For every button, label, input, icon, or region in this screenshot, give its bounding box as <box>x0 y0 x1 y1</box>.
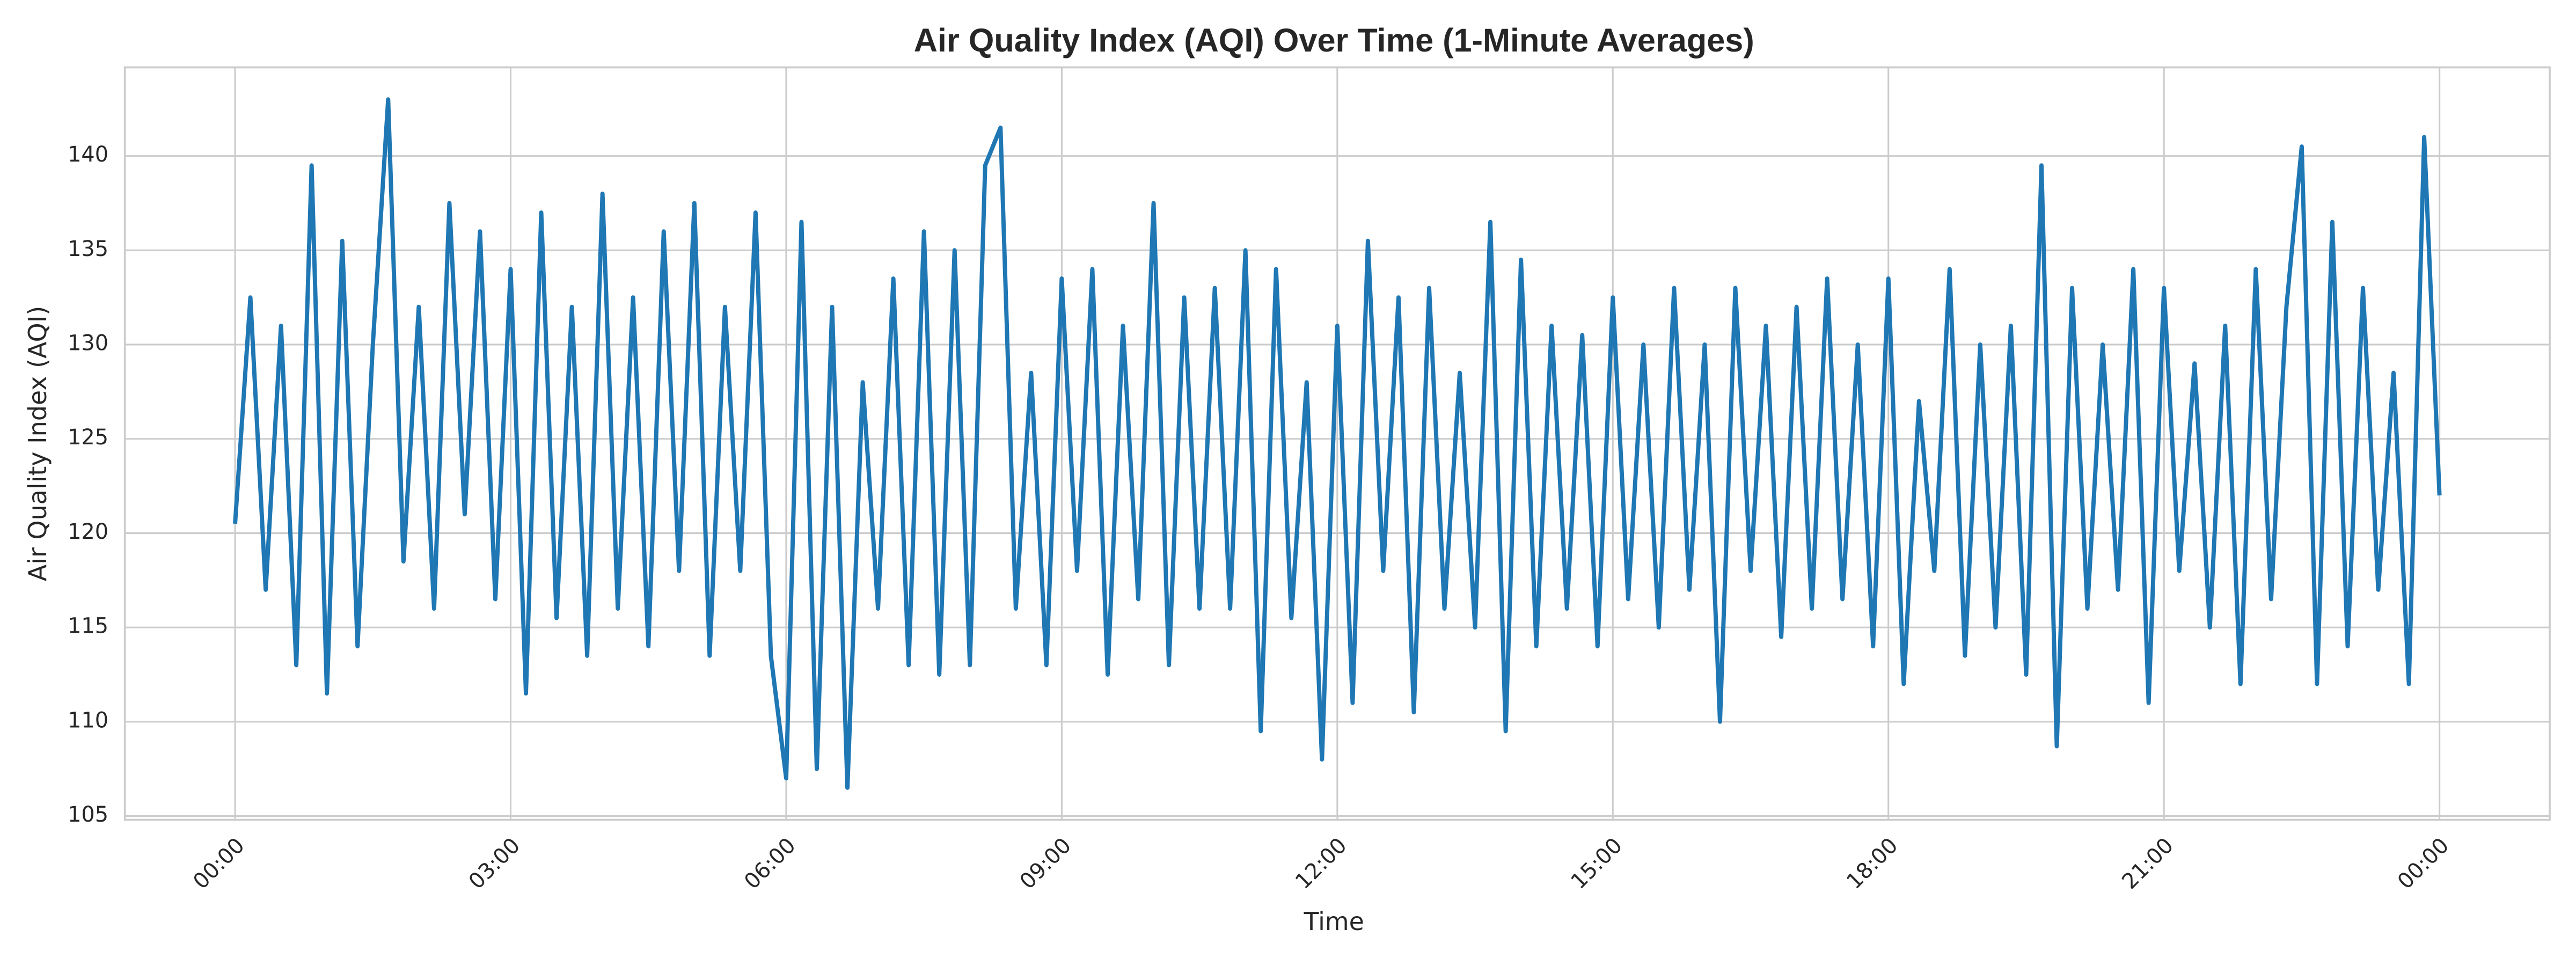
y-tick-label: 105 <box>68 802 108 827</box>
y-tick-label: 120 <box>68 519 108 544</box>
y-tick-label: 135 <box>68 237 108 261</box>
y-tick-label: 130 <box>68 331 108 356</box>
y-tick-label: 140 <box>68 142 108 167</box>
y-tick-label: 110 <box>68 708 108 733</box>
x-axis-label: Time <box>1304 907 1364 936</box>
chart-title: Air Quality Index (AQI) Over Time (1-Min… <box>914 22 1754 58</box>
y-axis-label: Air Quality Index (AQI) <box>23 306 52 581</box>
y-tick-label: 115 <box>68 614 108 639</box>
data-line <box>233 97 2442 790</box>
y-tick-label: 125 <box>68 425 108 450</box>
plot-border <box>123 66 2551 821</box>
